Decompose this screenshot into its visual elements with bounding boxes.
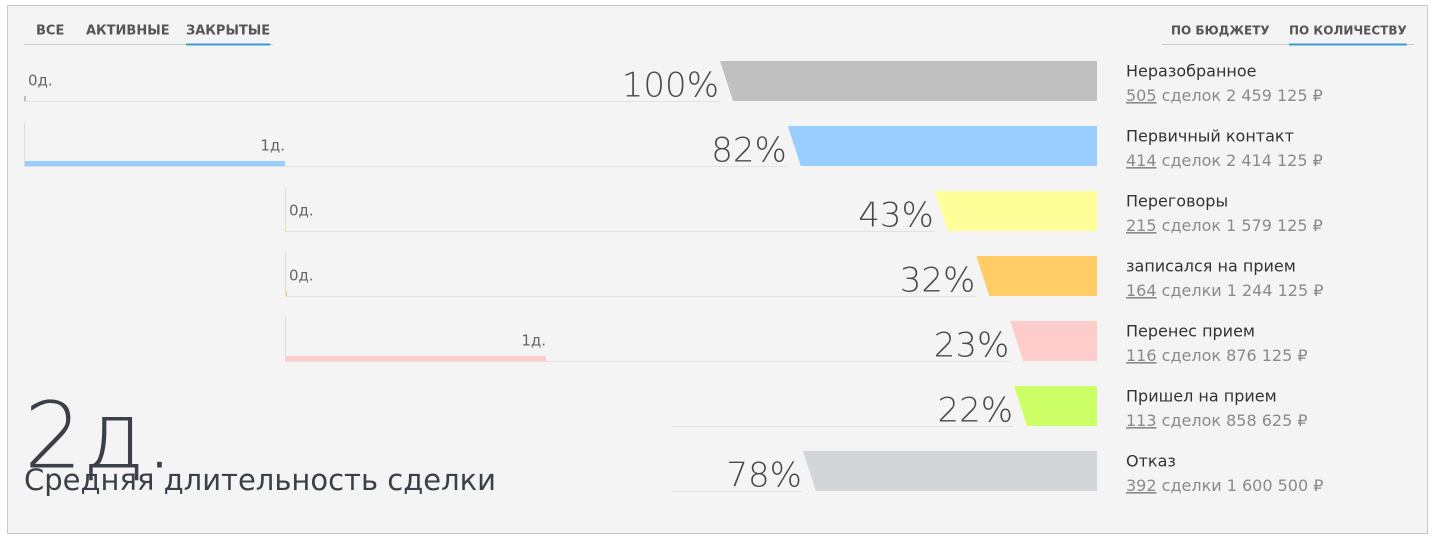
deals-details: сделок 858 625 ₽ [1162,411,1308,430]
summary-value: 2д. [24,383,174,490]
percent-label: 82% [711,131,787,171]
panel [7,5,1428,534]
summary-label: Средняя длительность сделки [24,463,496,497]
stage-details: 215 сделок 1 579 125 ₽ [1126,216,1323,235]
tab[interactable]: ЗАКРЫТЫЕ [186,24,270,39]
funnel-bar [976,256,1097,296]
deals-link[interactable]: 116 [1126,346,1157,365]
sort-tab[interactable]: ПО БЮДЖЕТУ [1171,24,1270,38]
stage-details: 392 сделки 1 600 500 ₽ [1126,476,1323,495]
duration-bar [24,96,26,101]
duration-label: 0д. [289,202,314,220]
deals-link[interactable]: 414 [1126,151,1157,170]
stage-name: Первичный контакт [1126,127,1294,146]
stage-details: 505 сделок 2 459 125 ₽ [1126,86,1323,105]
funnel-bar [934,191,1097,231]
duration-label: 1д. [521,332,546,350]
stage-name: Переговоры [1126,192,1228,211]
stage-details: 116 сделок 876 125 ₽ [1126,346,1308,365]
stage-name: Пришел на прием [1126,387,1277,406]
funnel-bar [1010,321,1097,361]
stage-name: записался на прием [1126,257,1296,276]
duration-label: 0д. [289,267,314,285]
stage-name: Неразобранное [1126,62,1257,81]
deals-details: сделок 2 459 125 ₽ [1162,86,1323,105]
stage-name: Перенес прием [1126,322,1255,341]
percent-label: 43% [858,196,934,236]
percent-label: 78% [726,456,802,496]
deals-details: сделки 1 244 125 ₽ [1162,281,1324,300]
deals-details: сделок 2 414 125 ₽ [1162,151,1323,170]
duration-bar [24,161,285,166]
deals-link[interactable]: 505 [1126,86,1157,105]
funnel-bar [720,61,1097,101]
percent-label: 22% [937,391,1013,431]
duration-label: 0д. [28,72,53,90]
percent-label: 100% [622,66,719,106]
stage-name: Отказ [1126,452,1176,471]
deals-link[interactable]: 164 [1126,281,1157,300]
deals-details: сделок 1 579 125 ₽ [1162,216,1323,235]
stage-details: 164 сделки 1 244 125 ₽ [1126,281,1323,300]
deals-link[interactable]: 113 [1126,411,1157,430]
deals-link[interactable]: 215 [1126,216,1157,235]
stage-details: 113 сделок 858 625 ₽ [1126,411,1308,430]
funnel-bar [802,451,1097,491]
deals-details: сделок 876 125 ₽ [1162,346,1308,365]
tab[interactable]: АКТИВНЫЕ [86,24,170,39]
stage-details: 414 сделок 2 414 125 ₽ [1126,151,1323,170]
deals-link[interactable]: 392 [1126,476,1157,495]
duration-bar [285,356,546,361]
tab[interactable]: ВСЕ [36,24,64,39]
sort-tab[interactable]: ПО КОЛИЧЕСТВУ [1289,24,1407,38]
percent-label: 23% [934,326,1010,366]
percent-label: 32% [900,261,976,301]
funnel-bar [1014,386,1097,426]
deals-details: сделки 1 600 500 ₽ [1162,476,1324,495]
funnel-bar [787,126,1097,166]
duration-label: 1д. [260,137,285,155]
